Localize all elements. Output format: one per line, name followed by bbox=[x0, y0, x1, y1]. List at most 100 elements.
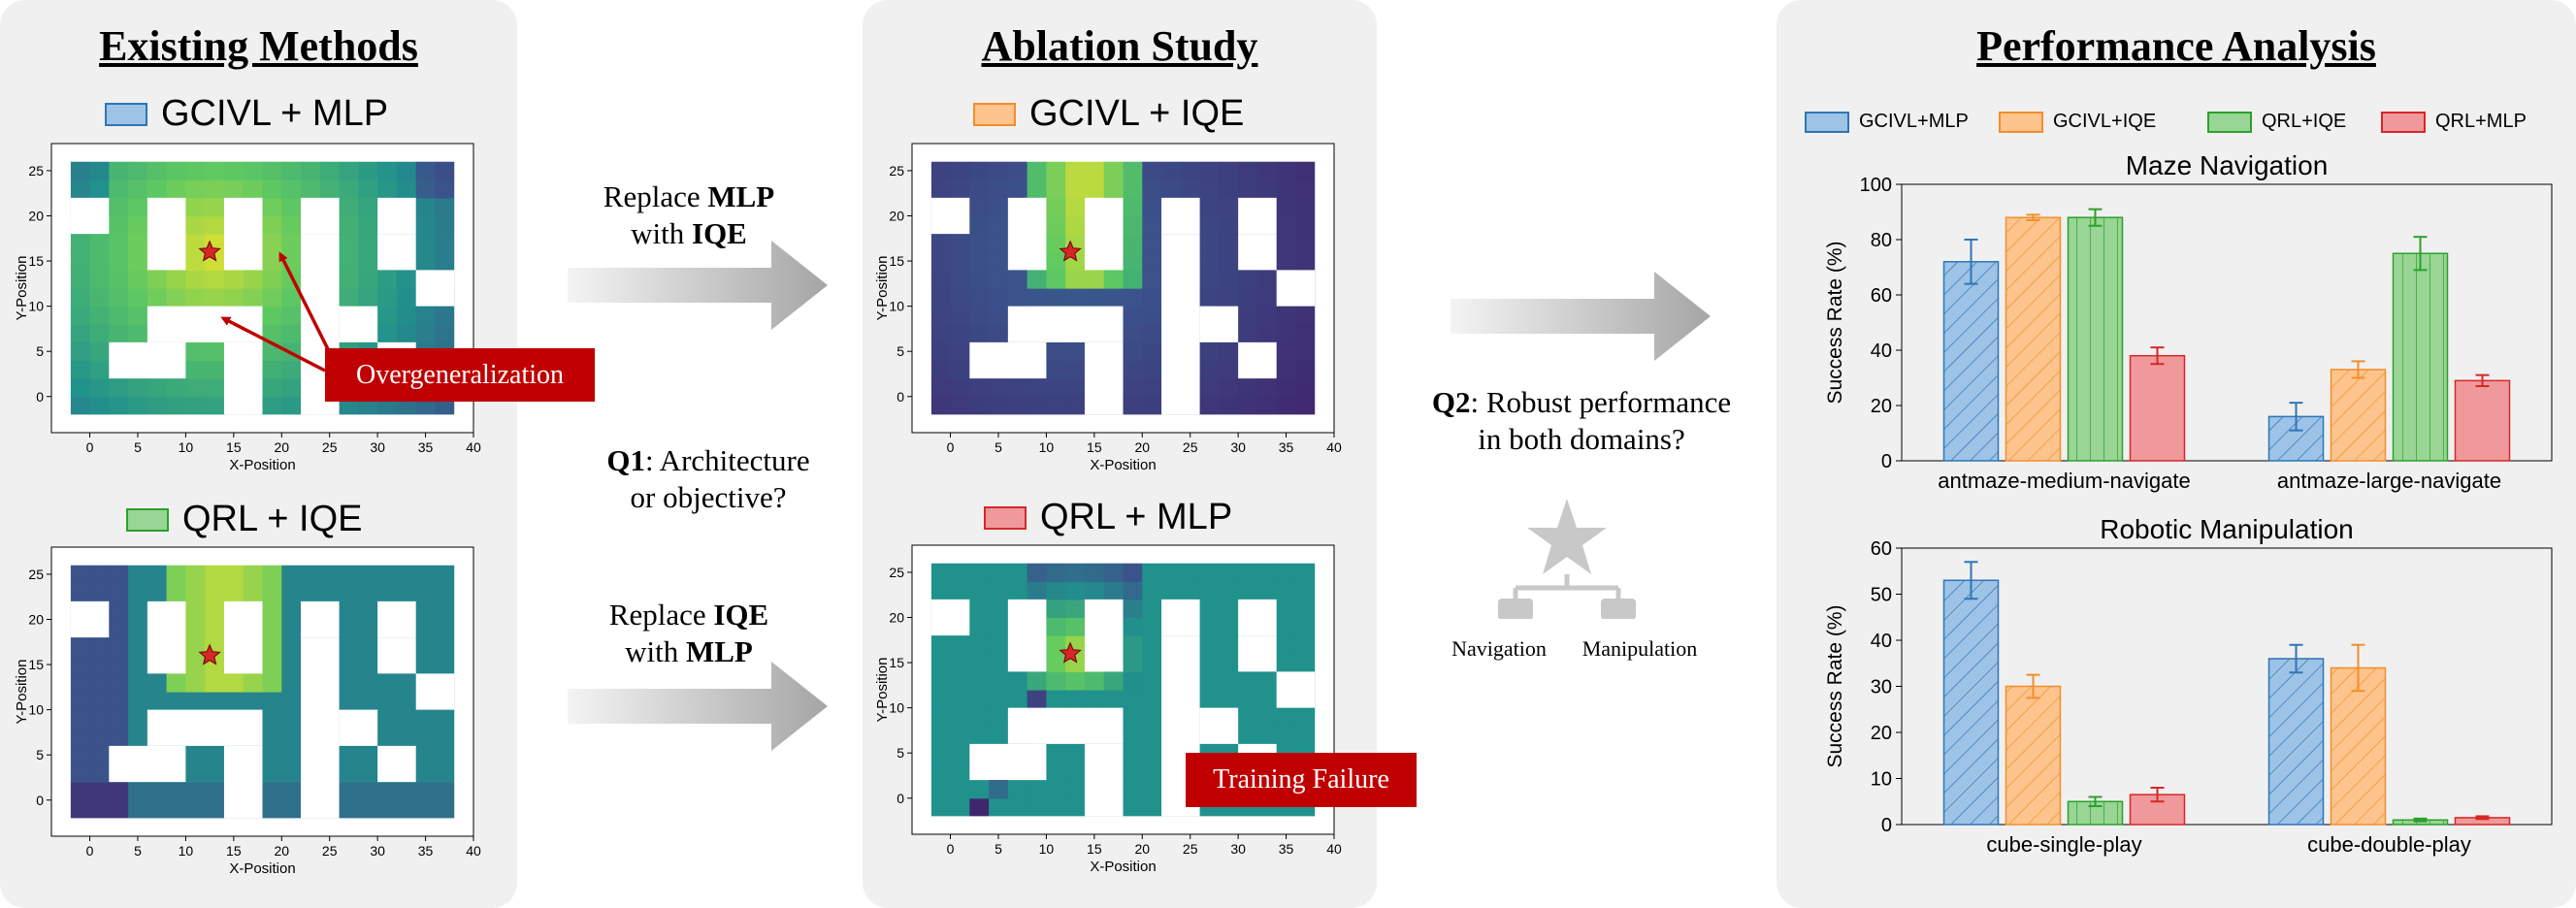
y-tick-label: 0 bbox=[36, 793, 44, 808]
y-tick-label: 40 bbox=[1871, 340, 1892, 362]
y-axis-label: Y-Position bbox=[875, 658, 891, 723]
x-tick-label: 35 bbox=[1279, 841, 1294, 857]
y-axis-label: Y-Position bbox=[15, 256, 30, 321]
y-tick-label: 25 bbox=[889, 163, 904, 178]
y-tick-label: 25 bbox=[28, 163, 44, 178]
bar-gcivl-mlp bbox=[1942, 579, 2000, 826]
bar-gcivl-iqe bbox=[2005, 685, 2062, 826]
x-axis-label: X-Position bbox=[1090, 859, 1156, 875]
chart-robotic-manipulation: Robotic Manipulation 0 10 20 30 40 50 60 Success… bbox=[1824, 514, 2553, 857]
q1-question: Q1: Architecture or objective? bbox=[606, 443, 810, 514]
map-gcivl-iqe: 0 5 10 15 20 25 30 35 40 0 5 10 15 20 25 X-Position Y-Po… bbox=[875, 143, 1342, 473]
x-tick-label: 10 bbox=[179, 843, 194, 859]
y-tick-label: 0 bbox=[36, 389, 44, 405]
y-tick-label: 10 bbox=[28, 702, 44, 718]
bar-gcivl-iqe bbox=[2330, 369, 2387, 462]
ablation-study-title: Ablation Study bbox=[981, 22, 1258, 70]
x-tick-label: 40 bbox=[1326, 841, 1342, 857]
goal-star-icon bbox=[198, 240, 221, 262]
training-failure-callout: Training Failure bbox=[1186, 753, 1417, 807]
y-tick-label: 0 bbox=[897, 389, 904, 405]
x-axis-label: X-Position bbox=[229, 457, 295, 473]
x-tick-label: 15 bbox=[226, 843, 242, 859]
y-tick-label: 15 bbox=[889, 655, 904, 670]
x-tick-label: 20 bbox=[274, 439, 289, 455]
goal-star-icon bbox=[1059, 641, 1082, 664]
y-tick-label: 20 bbox=[1871, 396, 1892, 417]
x-axis-label: X-Position bbox=[229, 860, 295, 877]
y-tick-label: 10 bbox=[1871, 769, 1892, 791]
arrow-replace-iqe bbox=[568, 662, 828, 751]
legend-swatch-blue bbox=[105, 102, 147, 126]
x-tick-label: 30 bbox=[1230, 841, 1246, 857]
x-tick-label: 25 bbox=[322, 439, 338, 455]
x-tick-label: 35 bbox=[1279, 439, 1294, 455]
x-tick-label: 0 bbox=[947, 439, 955, 455]
x-tick-label: 10 bbox=[1039, 439, 1055, 455]
x-tick-label: 20 bbox=[1134, 439, 1150, 455]
legend-item-gcivl-iqe: GCIVL+IQE bbox=[1999, 111, 2156, 133]
y-tick-label: 10 bbox=[28, 299, 44, 314]
map-qrl-iqe: 0 5 10 15 20 25 30 35 40 0 5 10 15 20 25 X-Position Y-Po… bbox=[15, 546, 481, 877]
x-tick-label: 15 bbox=[1087, 439, 1102, 455]
y-tick-label: 15 bbox=[28, 657, 44, 672]
goal-star-icon bbox=[198, 643, 221, 665]
x-tick-label: 35 bbox=[418, 439, 434, 455]
bar-qrl-iqe bbox=[2392, 252, 2449, 462]
x-tick-label: 40 bbox=[1326, 439, 1342, 455]
y-axis-label: Success Rate (%) bbox=[1824, 241, 1846, 404]
star-icon bbox=[1527, 499, 1607, 574]
legend-item-qrl-iqe: QRL+IQE bbox=[2207, 111, 2346, 133]
x-tick-label: 20 bbox=[1134, 841, 1150, 857]
y-tick-label: 40 bbox=[1871, 631, 1892, 652]
y-tick-label: 5 bbox=[897, 745, 904, 761]
x-tick-label: 25 bbox=[322, 843, 338, 859]
y-tick-label: 15 bbox=[889, 253, 904, 269]
arrow-replace-mlp bbox=[568, 241, 828, 330]
y-tick-label: 50 bbox=[1871, 585, 1892, 606]
legend-swatch-red bbox=[984, 505, 1027, 530]
bar-qrl-iqe bbox=[2067, 216, 2124, 462]
legend-item-qrl-mlp: QRL+MLP bbox=[2381, 111, 2527, 133]
map-title-qrl-mlp: QRL + MLP bbox=[984, 497, 1232, 538]
y-tick-label: 5 bbox=[36, 747, 44, 762]
y-axis-label: Y-Position bbox=[875, 256, 891, 321]
bar-gcivl-mlp bbox=[2267, 415, 2325, 462]
performance-analysis-title: Performance Analysis bbox=[1976, 22, 2376, 70]
bar-gcivl-mlp bbox=[1942, 261, 2000, 462]
y-axis-label: Success Rate (%) bbox=[1824, 604, 1846, 767]
tree-label-manipulation: Manipulation bbox=[1581, 636, 1698, 661]
x-tick-label: 10 bbox=[1039, 841, 1055, 857]
x-tick-label: 10 bbox=[179, 439, 194, 455]
y-tick-label: 20 bbox=[28, 612, 44, 628]
x-tick-label: 30 bbox=[370, 439, 385, 455]
y-tick-label: 100 bbox=[1860, 175, 1892, 196]
x-tick-label: 15 bbox=[226, 439, 242, 455]
map-qrl-mlp: 0 5 10 15 20 25 30 35 40 0 5 10 15 20 25 X-Position Y-Po… bbox=[875, 544, 1342, 875]
map-title-gcivl-mlp: GCIVL + MLP bbox=[105, 93, 388, 135]
x-axis-label: X-Position bbox=[1090, 457, 1156, 473]
legend-swatch-orange bbox=[973, 102, 1016, 126]
y-tick-label: 15 bbox=[28, 253, 44, 269]
x-tick-label: 25 bbox=[1183, 439, 1198, 455]
domain-tree-icon bbox=[1498, 499, 1636, 619]
y-tick-label: 20 bbox=[1871, 723, 1892, 744]
x-tick-label: 0 bbox=[86, 843, 94, 859]
y-tick-label: 60 bbox=[1871, 285, 1892, 307]
category-label: antmaze-medium-navigate bbox=[1938, 469, 2190, 493]
existing-methods-title: Existing Methods bbox=[99, 22, 418, 70]
legend-swatch bbox=[1999, 111, 2043, 133]
y-tick-label: 0 bbox=[897, 791, 904, 806]
replace-iqe-text: Replace IQE with MLP bbox=[608, 598, 769, 668]
x-tick-label: 40 bbox=[466, 439, 481, 455]
y-tick-label: 20 bbox=[889, 209, 904, 224]
category-label: cube-single-play bbox=[1986, 832, 2141, 857]
chart-maze-navigation: Maze Navigation 0 20 40 60 80 100 Success Rate … bbox=[1824, 150, 2553, 493]
performance-legend: GCIVL+MLP GCIVL+IQE QRL+IQE QRL+MLP bbox=[1805, 111, 2542, 140]
overgeneralization-arrows bbox=[220, 251, 337, 373]
x-tick-label: 30 bbox=[1230, 439, 1246, 455]
x-tick-label: 0 bbox=[86, 439, 94, 455]
map-title-qrl-iqe: QRL + IQE bbox=[126, 499, 363, 540]
legend-swatch bbox=[2207, 111, 2252, 133]
y-tick-label: 5 bbox=[36, 343, 44, 359]
